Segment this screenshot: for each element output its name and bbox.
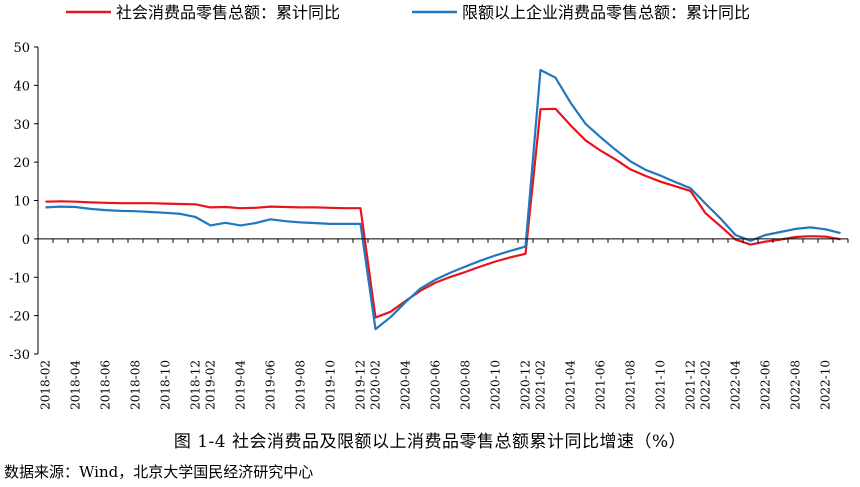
x-tick-label: 2018-10	[159, 360, 173, 410]
x-tick-label: 2021-02	[534, 360, 548, 410]
x-tick-label: 2019-06	[264, 360, 278, 410]
y-tick-label: 30	[13, 118, 30, 133]
x-tick-label: 2022-08	[789, 360, 803, 410]
x-tick-label: 2019-10	[324, 360, 338, 410]
x-tick-label: 2022-06	[759, 360, 773, 410]
x-tick-label: 2019-12	[354, 360, 368, 410]
y-tick-label: -20	[9, 310, 30, 325]
x-tick-label: 2022-04	[729, 360, 743, 410]
legend-label-2: 限额以上企业消费品零售总额：累计同比	[462, 3, 750, 22]
x-tick-label: 2020-04	[399, 360, 413, 410]
x-axis: 2018-02 2018-04 2018-06 2018-08 2018-10 2018-…	[37, 238, 849, 410]
y-tick-label: 50	[13, 41, 30, 56]
y-tick-label: 10	[13, 195, 30, 210]
x-tick-label: 2018-02	[39, 360, 53, 410]
x-tick-label: 2018-06	[99, 360, 113, 410]
x-tick-label: 2019-08	[294, 360, 308, 410]
x-tick-label: 2020-12	[519, 360, 533, 410]
figure-caption: 图 1-4 社会消费品及限额以上消费品零售总额累计同比增速（%）	[173, 432, 687, 452]
x-tick-label: 2022-02	[699, 360, 713, 410]
x-tick-label: 2018-12	[189, 360, 203, 410]
x-tick-label: 2018-04	[69, 360, 83, 410]
series-group	[45, 68, 841, 331]
x-tick-label: 2020-10	[489, 360, 503, 410]
chart-legend: 社会消费品零售总额：累计同比 限额以上企业消费品零售总额：累计同比	[66, 3, 750, 22]
x-tick-label: 2021-10	[654, 360, 668, 410]
x-tick-label: 2019-04	[234, 360, 248, 410]
x-tick-label: 2021-04	[564, 360, 578, 410]
x-tick-label: 2020-06	[429, 360, 443, 410]
y-tick-label: 40	[13, 79, 30, 94]
x-tick-label: 2021-06	[594, 360, 608, 410]
x-tick-label: 2020-02	[369, 360, 383, 410]
y-tick-label: -10	[9, 271, 30, 286]
x-tick-label: 2019-02	[204, 360, 218, 410]
x-tick-label: 2021-12	[684, 360, 698, 410]
x-tick-label: 2018-08	[129, 360, 143, 410]
series-line-2	[45, 68, 841, 331]
y-tick-label: 0	[22, 233, 30, 248]
y-tick-label: 20	[13, 156, 30, 171]
x-tick-label: 2022-10	[819, 360, 833, 410]
x-tick-label: 2020-08	[459, 360, 473, 410]
series-line-1	[45, 107, 841, 319]
legend-label-1: 社会消费品零售总额：累计同比	[116, 3, 340, 22]
y-axis: -30 -20 -10 0 10 20 30 40 50	[9, 41, 39, 363]
x-tick-label: 2021-08	[624, 360, 638, 410]
line-chart: 社会消费品零售总额：累计同比 限额以上企业消费品零售总额：累计同比 -30-20-…	[9, 3, 849, 410]
y-tick-label: -30	[9, 348, 30, 363]
data-source-note: 数据来源：Wind，北京大学国民经济研究中心	[4, 463, 314, 481]
